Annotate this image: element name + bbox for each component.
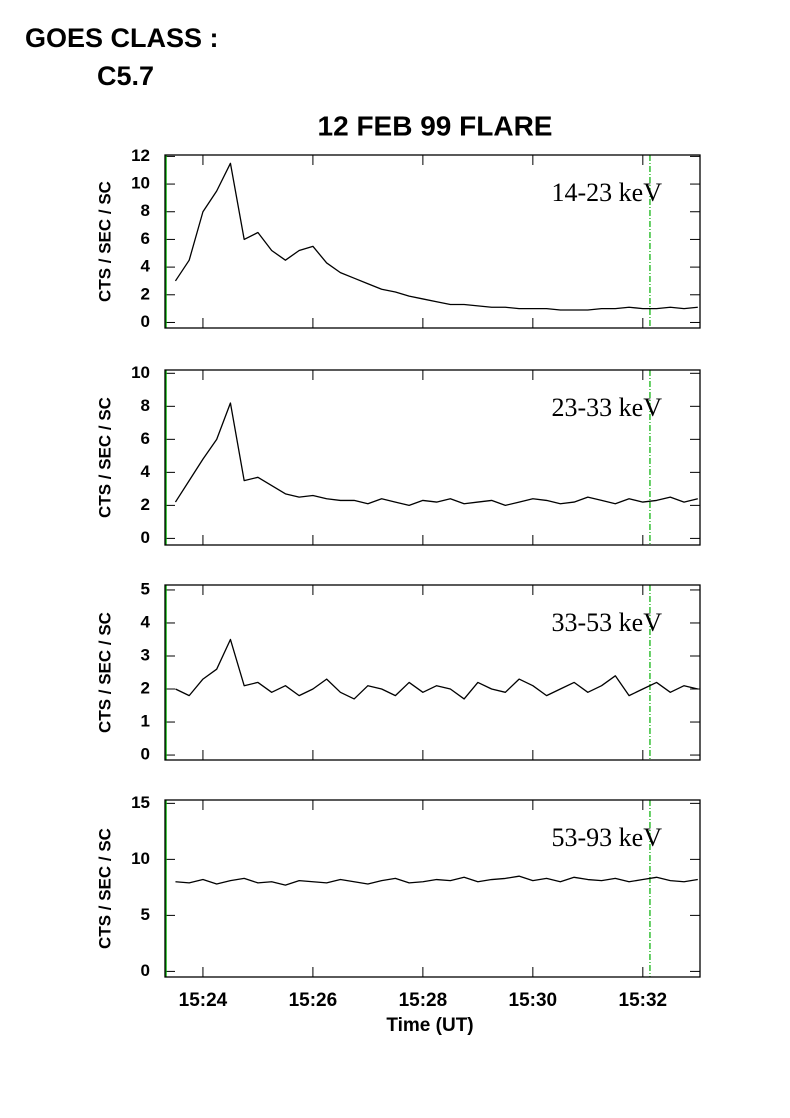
y-tick-label: 8 xyxy=(141,201,150,220)
band-label: 53-93 keV xyxy=(552,823,663,852)
plot-frame xyxy=(164,584,701,761)
y-tick-label: 4 xyxy=(141,257,151,276)
data-line xyxy=(174,402,698,507)
band-label: 23-33 keV xyxy=(552,393,663,422)
y-tick-label: 10 xyxy=(131,174,150,193)
y-tick-label: 10 xyxy=(131,849,150,868)
chart-title: 12 FEB 99 FLARE xyxy=(318,110,553,141)
y-axis-label: CTS / SEC / SC xyxy=(95,181,114,302)
y-tick-label: 6 xyxy=(141,229,150,248)
x-tick-label: 15:30 xyxy=(509,990,558,1011)
y-tick-label: 2 xyxy=(141,678,150,697)
data-line xyxy=(175,638,698,700)
y-tick-label: 1 xyxy=(141,712,150,731)
y-tick-label: 15 xyxy=(131,793,150,812)
y-tick-label: 3 xyxy=(141,645,150,664)
y-tick-label: 2 xyxy=(141,284,150,303)
data-line xyxy=(174,162,698,311)
y-tick-label: 5 xyxy=(141,579,150,598)
band-label: 14-23 keV xyxy=(552,178,663,207)
x-tick-label: 15:26 xyxy=(289,990,338,1011)
x-tick-label: 15:28 xyxy=(399,990,448,1011)
y-tick-label: 0 xyxy=(141,312,150,331)
y-tick-label: 4 xyxy=(141,612,151,631)
y-tick-label: 5 xyxy=(141,905,150,924)
x-tick-label: 15:24 xyxy=(179,990,228,1011)
y-tick-label: 0 xyxy=(141,961,150,980)
data-line xyxy=(175,875,698,886)
y-tick-label: 12 xyxy=(131,146,150,165)
band-label: 33-53 keV xyxy=(552,608,663,637)
y-axis-label: CTS / SEC / SC xyxy=(95,397,114,518)
y-tick-label: 0 xyxy=(141,745,150,764)
plot-frame xyxy=(164,369,701,546)
y-tick-label: 10 xyxy=(131,363,150,382)
plot-frame xyxy=(164,154,701,329)
y-axis-label: CTS / SEC / SC xyxy=(95,828,114,949)
y-tick-label: 2 xyxy=(141,495,150,514)
y-axis-label: CTS / SEC / SC xyxy=(95,612,114,733)
x-axis-label: Time (UT) xyxy=(386,1015,473,1036)
goes-label: GOES CLASS : xyxy=(25,23,219,53)
y-tick-label: 8 xyxy=(141,396,150,415)
x-tick-label: 15:32 xyxy=(619,990,668,1011)
y-tick-label: 4 xyxy=(141,462,151,481)
plot-frame xyxy=(164,799,701,978)
y-tick-label: 0 xyxy=(141,528,150,547)
goes-class: C5.7 xyxy=(97,61,154,91)
y-tick-label: 6 xyxy=(141,429,150,448)
